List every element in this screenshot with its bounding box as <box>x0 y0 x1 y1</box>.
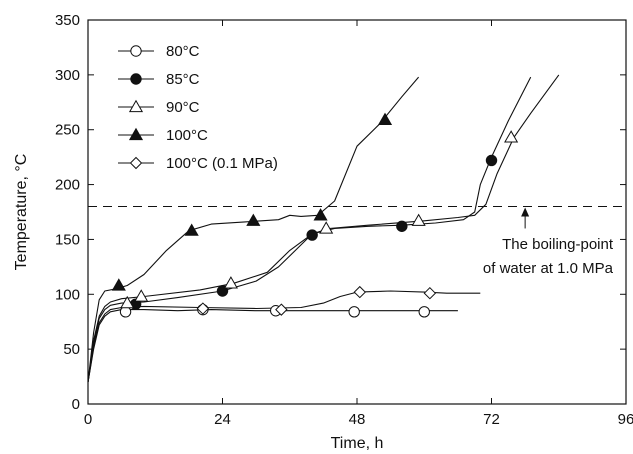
x-tick-label: 24 <box>214 411 231 428</box>
y-tick-label: 200 <box>55 177 80 194</box>
y-tick-label: 0 <box>72 396 80 413</box>
data-point-90c <box>411 213 426 226</box>
annotation-line-2: of water at 1.0 MPa <box>483 260 614 277</box>
y-axis: 0 50 100 150 200 250 300 350 <box>55 12 626 413</box>
y-tick-label: 100 <box>55 286 80 303</box>
y-tick-label: 350 <box>55 12 80 29</box>
series-line-85c <box>87 76 532 383</box>
data-point-85c <box>306 229 318 241</box>
data-point-90c <box>223 276 238 289</box>
legend-marker-90c <box>128 99 144 113</box>
data-point-85c <box>485 154 498 167</box>
legend-marker-100c <box>128 127 144 141</box>
y-tick-label: 150 <box>55 231 80 248</box>
x-axis-title: Time, h <box>331 435 384 452</box>
series-line-80c <box>87 309 458 383</box>
data-point-80c <box>348 306 360 318</box>
data-point-100c-0-1-mpa <box>275 303 288 316</box>
x-axis: 0 24 48 72 96 <box>84 20 633 428</box>
data-point-100c <box>246 213 261 226</box>
legend-label-100c-0-1-mpa: 100°C (0.1 MPa) <box>166 155 278 172</box>
y-tick-label: 50 <box>63 341 80 358</box>
data-point-85c <box>396 220 408 232</box>
boiling-point-annotation: The boiling-point of water at 1.0 MPa <box>483 207 614 277</box>
series-lines <box>87 74 560 383</box>
data-point-100c-0-1-mpa <box>353 285 367 299</box>
annotation-arrow-head <box>521 207 530 217</box>
data-point-100c <box>313 208 328 221</box>
y-tick-label: 300 <box>55 67 80 84</box>
legend-marker-80c <box>130 45 142 57</box>
legend-label-85c: 85°C <box>166 71 200 88</box>
series-line-100c-0-1-mpa <box>87 290 481 383</box>
data-point-100c <box>377 112 393 125</box>
series-line-100c <box>87 76 420 383</box>
data-point-90c <box>134 289 149 302</box>
data-point-90c <box>120 295 135 309</box>
legend-marker-85c <box>130 73 142 85</box>
x-tick-label: 72 <box>483 411 500 428</box>
data-point-100c <box>111 278 126 291</box>
legend-label-90c: 90°C <box>166 99 200 116</box>
data-point-90c <box>319 221 334 234</box>
data-point-90c <box>504 130 519 143</box>
annotation-line-1: The boiling-point <box>502 236 614 253</box>
data-point-100c-0-1-mpa <box>196 302 210 315</box>
data-point-80c <box>418 306 430 318</box>
series-line-90c <box>87 74 560 383</box>
series-markers <box>111 112 519 318</box>
legend-label-100c: 100°C <box>166 127 208 144</box>
x-tick-label: 96 <box>618 411 633 428</box>
x-tick-label: 48 <box>349 411 366 428</box>
y-tick-label: 250 <box>55 122 80 139</box>
y-axis-title: Temperature, °C <box>13 154 30 271</box>
legend: 80°C 85°C 90°C 100°C 100°C (0.1 MPa) <box>118 43 278 172</box>
legend-label-80c: 80°C <box>166 43 200 60</box>
legend-marker-100c-0-1-mpa <box>129 156 143 170</box>
data-point-100c-0-1-mpa <box>423 286 437 300</box>
x-tick-label: 0 <box>84 411 92 428</box>
data-point-100c <box>184 223 199 236</box>
